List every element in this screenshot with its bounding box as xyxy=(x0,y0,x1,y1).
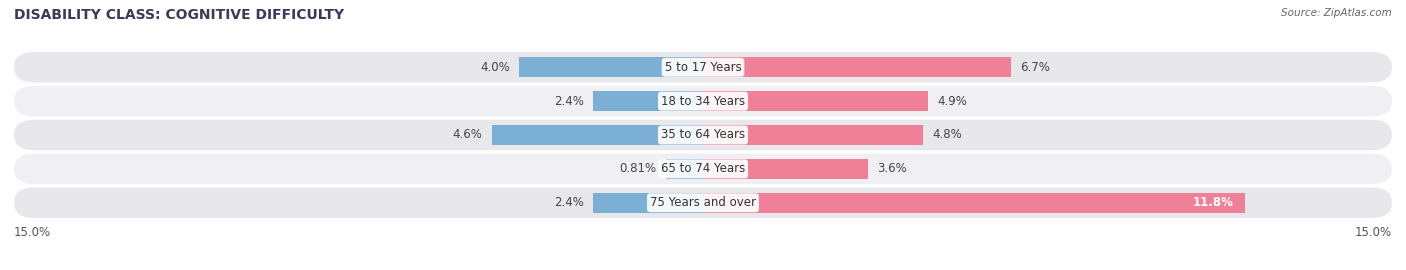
FancyBboxPatch shape xyxy=(14,120,1392,150)
FancyBboxPatch shape xyxy=(14,52,1392,82)
Bar xyxy=(703,193,1244,212)
Text: 18 to 34 Years: 18 to 34 Years xyxy=(661,94,745,108)
Text: 4.0%: 4.0% xyxy=(481,61,510,74)
Text: 15.0%: 15.0% xyxy=(1355,227,1392,239)
Text: DISABILITY CLASS: COGNITIVE DIFFICULTY: DISABILITY CLASS: COGNITIVE DIFFICULTY xyxy=(14,8,344,22)
Bar xyxy=(593,193,703,212)
Text: 0.81%: 0.81% xyxy=(620,162,657,176)
FancyBboxPatch shape xyxy=(14,154,1392,184)
Bar xyxy=(492,125,703,145)
Bar xyxy=(703,159,869,179)
Text: 4.8%: 4.8% xyxy=(932,129,962,141)
FancyBboxPatch shape xyxy=(14,188,1392,218)
Bar xyxy=(703,58,1011,77)
Text: 35 to 64 Years: 35 to 64 Years xyxy=(661,129,745,141)
Text: 4.6%: 4.6% xyxy=(453,129,482,141)
Text: Source: ZipAtlas.com: Source: ZipAtlas.com xyxy=(1281,8,1392,18)
Text: 2.4%: 2.4% xyxy=(554,196,583,209)
Text: 15.0%: 15.0% xyxy=(14,227,51,239)
Bar xyxy=(593,91,703,111)
Bar xyxy=(666,159,703,179)
Text: 3.6%: 3.6% xyxy=(877,162,907,176)
Bar xyxy=(703,125,924,145)
Text: 4.9%: 4.9% xyxy=(938,94,967,108)
FancyBboxPatch shape xyxy=(14,86,1392,116)
Text: 65 to 74 Years: 65 to 74 Years xyxy=(661,162,745,176)
Text: 75 Years and over: 75 Years and over xyxy=(650,196,756,209)
Text: 5 to 17 Years: 5 to 17 Years xyxy=(665,61,741,74)
Text: 6.7%: 6.7% xyxy=(1019,61,1050,74)
Text: 2.4%: 2.4% xyxy=(554,94,583,108)
Bar xyxy=(519,58,703,77)
Bar xyxy=(703,91,928,111)
Text: 11.8%: 11.8% xyxy=(1192,196,1233,209)
